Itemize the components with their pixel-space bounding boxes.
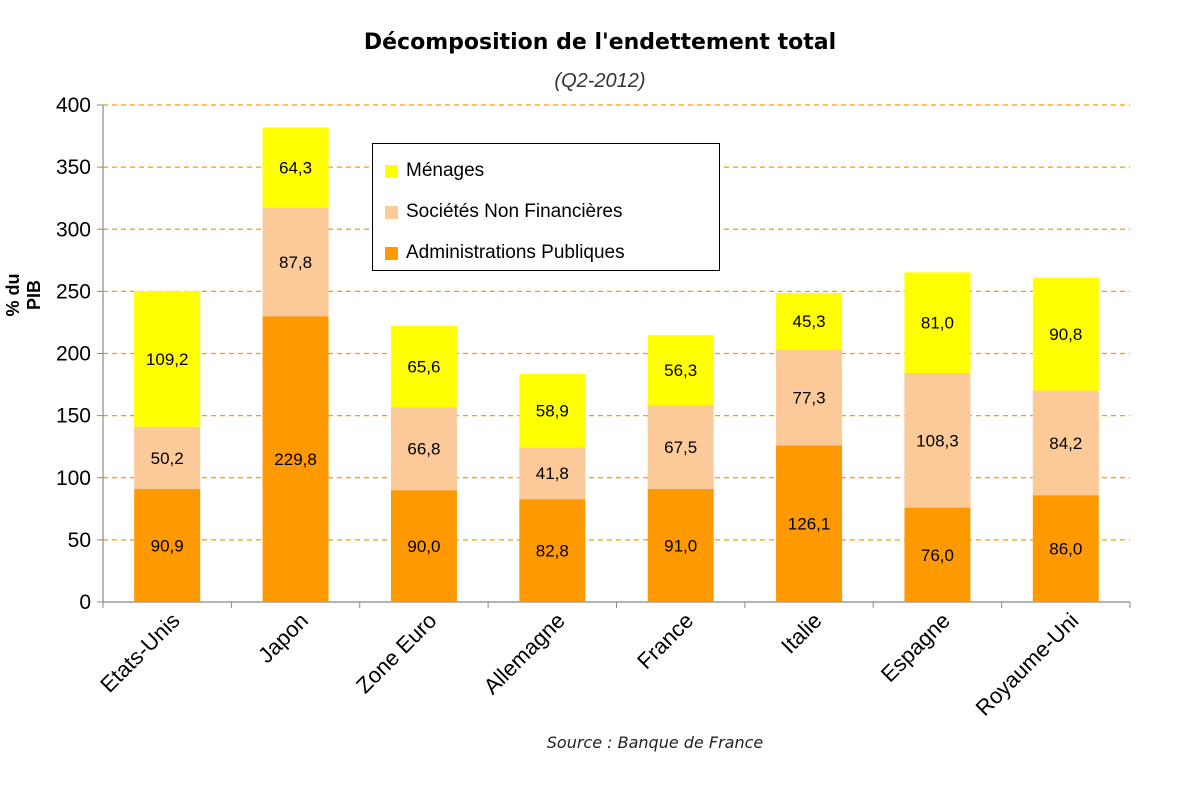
- bar-1-series-0: [262, 316, 329, 602]
- bar-7-series-2: [1032, 277, 1099, 391]
- bar-5-series-0: [776, 445, 843, 602]
- y-tick-label-200: 200: [56, 343, 91, 366]
- bar-3-series-2: [519, 374, 586, 448]
- bar-0-series-1: [134, 426, 201, 490]
- data-label-4-1: 67,5: [664, 438, 697, 457]
- legend-swatch-snf: [385, 205, 398, 219]
- bar-6-series-1: [904, 373, 971, 508]
- legend-item-menages: Ménages: [385, 160, 485, 181]
- x-tick-label-7: Royaume-Uni: [971, 608, 1084, 721]
- data-label-2-0: 90,0: [407, 537, 440, 556]
- bar-5-series-2: [776, 292, 843, 350]
- data-label-2-1: 66,8: [407, 440, 440, 459]
- bar-2-series-2: [390, 325, 457, 408]
- legend-label-menages: Ménages: [406, 160, 485, 181]
- bar-3-series-0: [519, 499, 586, 602]
- x-tick-label-1: Japon: [253, 608, 313, 668]
- data-label-box-0-2: [135, 341, 200, 376]
- y-tick-label-350: 350: [56, 156, 91, 179]
- y-tick-label-400: 400: [56, 94, 91, 117]
- chart-title: Décomposition de l'endettement total: [363, 30, 837, 55]
- data-label-7-0: 86,0: [1049, 540, 1082, 559]
- legend-item-snf: Sociétés Non Financières: [385, 201, 623, 222]
- data-label-7-1: 84,2: [1049, 434, 1082, 453]
- bar-5-series-1: [776, 349, 843, 446]
- y-tick-label-150: 150: [56, 405, 91, 428]
- data-label-6-1: 108,3: [916, 431, 959, 450]
- bar-1-series-2: [262, 127, 329, 208]
- data-label-4-0: 91,0: [664, 536, 697, 555]
- legend-item-apu: Administrations Publiques: [385, 242, 625, 263]
- data-label-5-1: 77,3: [793, 388, 826, 407]
- data-label-4-2: 56,3: [664, 361, 697, 380]
- bar-2-series-1: [390, 407, 457, 491]
- bar-4-series-2: [647, 335, 714, 406]
- bar-1-series-1: [262, 207, 329, 317]
- bar-7-series-1: [1032, 390, 1099, 496]
- bar-7-series-0: [1032, 495, 1099, 602]
- data-label-5-2: 45,3: [793, 312, 826, 331]
- data-label-3-2: 58,9: [536, 402, 569, 421]
- y-tick-label-250: 250: [56, 280, 91, 303]
- legend-swatch-apu: [385, 246, 398, 260]
- data-label-3-0: 82,8: [536, 542, 569, 561]
- x-tick-label-4: France: [632, 608, 698, 674]
- chart-subtitle: (Q2-2012): [554, 70, 646, 92]
- x-tick-label-5: Italie: [776, 608, 827, 659]
- y-tick-label-100: 100: [56, 467, 91, 490]
- data-label-5-0: 126,1: [788, 515, 831, 534]
- bar-6-series-2: [904, 272, 971, 374]
- bar-6-series-0: [904, 507, 971, 602]
- bar-2-series-0: [390, 490, 457, 602]
- data-label-0-1: 50,2: [151, 449, 184, 468]
- x-tick-label-0: Etats-Unis: [95, 608, 184, 697]
- y-tick-label-300: 300: [56, 218, 91, 241]
- bar-3-series-1: [519, 447, 586, 500]
- data-label-6-0: 76,0: [921, 546, 954, 565]
- data-label-1-1: 87,8: [279, 253, 312, 272]
- bar-0-series-0: [134, 489, 201, 602]
- data-label-1-0: 229,8: [274, 450, 317, 469]
- data-label-2-2: 65,6: [407, 357, 440, 376]
- bar-4-series-1: [647, 405, 714, 489]
- data-label-0-0: 90,9: [151, 537, 184, 556]
- y-tick-label-50: 50: [68, 529, 91, 552]
- x-tick-label-3: Allemagne: [479, 608, 570, 699]
- legend-label-apu: Administrations Publiques: [406, 242, 625, 263]
- data-label-0-2: 109,2: [146, 350, 189, 369]
- legend-swatch-menages: [385, 164, 398, 178]
- data-label-7-2: 90,8: [1049, 325, 1082, 344]
- x-tick-label-6: Espagne: [876, 608, 955, 687]
- x-tick-label-2: Zone Euro: [351, 608, 441, 698]
- data-label-6-2: 81,0: [921, 314, 954, 333]
- source-note: Source : Banque de France: [546, 733, 764, 752]
- data-label-1-2: 64,3: [279, 158, 312, 177]
- legend-label-snf: Sociétés Non Financières: [406, 201, 623, 222]
- data-label-3-1: 41,8: [536, 464, 569, 483]
- legend: Ménages Sociétés Non Financières Adminis…: [372, 143, 720, 271]
- bar-4-series-0: [647, 488, 714, 602]
- y-tick-label-0: 0: [79, 591, 91, 614]
